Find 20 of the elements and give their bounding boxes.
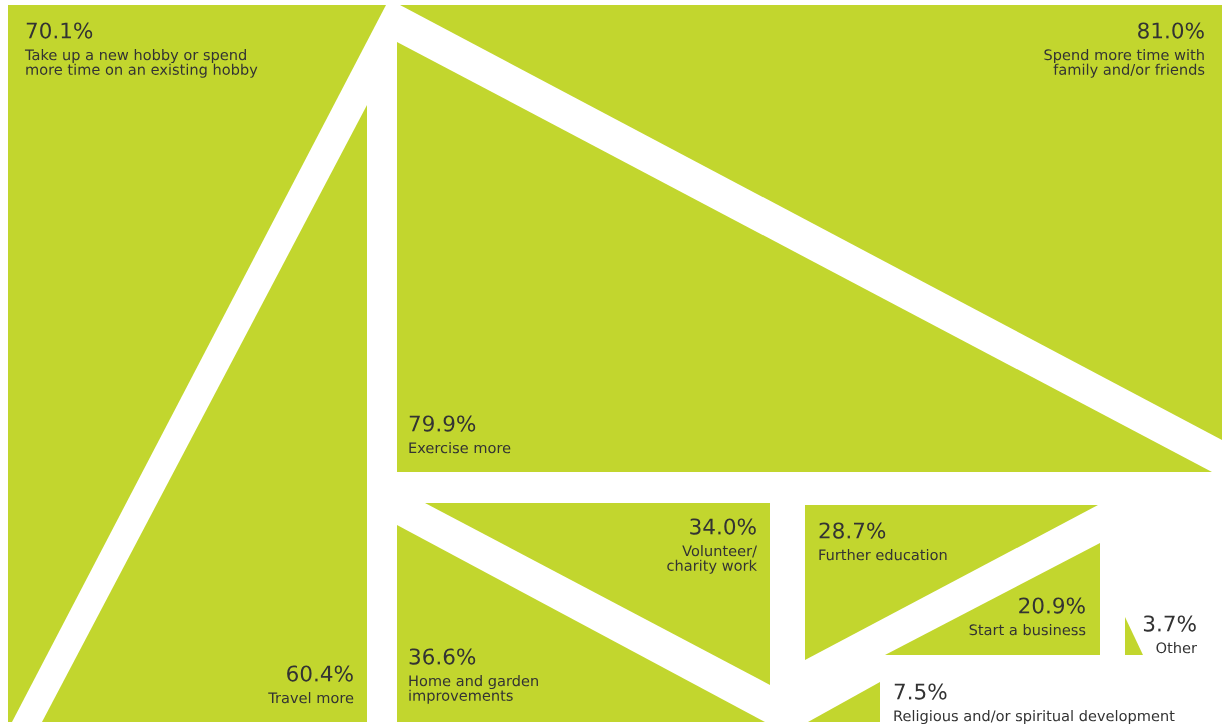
category-label: Other (1156, 642, 1197, 654)
data-label: 7.5% (894, 683, 947, 700)
data-label: 79.9% (409, 415, 476, 432)
data-label: 3.7% (1143, 615, 1196, 632)
category-label: Home and garden improvements (409, 675, 538, 704)
category-label: Spend more time with family and/or friends (1044, 49, 1205, 78)
data-label: 81.0% (1138, 22, 1204, 39)
data-label: 70.1% (26, 22, 93, 39)
data-label: 34.0% (690, 518, 756, 535)
category-label: Exercise more (409, 442, 511, 454)
category-label: Religious and/or spiritual development (894, 710, 1175, 725)
data-label: 36.6% (409, 648, 476, 665)
category-label: Start a business (969, 624, 1086, 636)
data-label: 28.7% (819, 522, 886, 539)
category-label: Travel more (268, 692, 354, 704)
data-label: 60.4% (287, 665, 353, 682)
data-label: 20.9% (1019, 597, 1085, 614)
category-label: Take up a new hobby or spend more time on an existing hobby (24, 49, 258, 78)
category-label: Volunteer/ charity work (667, 545, 757, 574)
category-label: Further education (819, 549, 947, 561)
